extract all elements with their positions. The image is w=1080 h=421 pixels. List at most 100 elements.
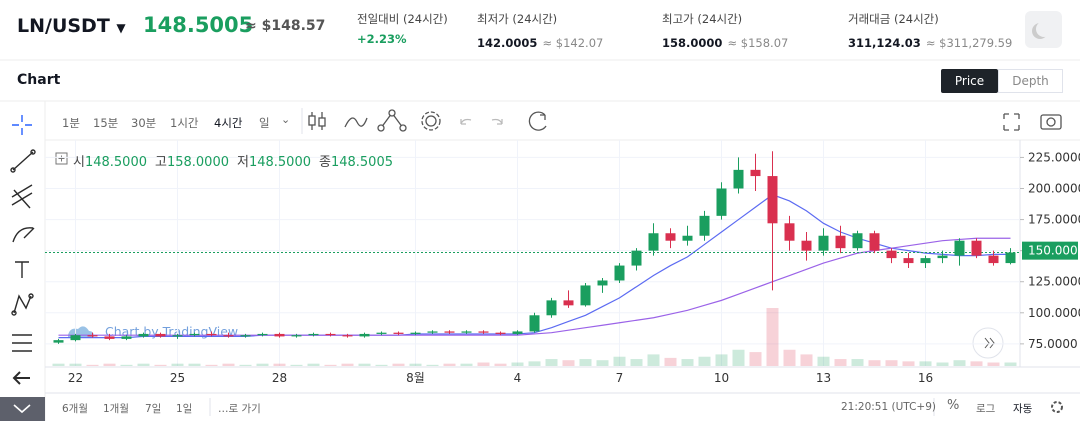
volume-bar — [528, 361, 541, 366]
candle-body — [835, 235, 846, 249]
interval[interactable]: 30분 — [131, 116, 157, 130]
volume-bar — [783, 349, 796, 366]
candle-body — [597, 280, 608, 286]
ohlc-value: 148.5000 — [248, 155, 311, 170]
volume-bar — [375, 364, 388, 366]
goto-date[interactable]: …로 가기 — [218, 403, 261, 415]
interval[interactable]: 1분 — [62, 116, 80, 130]
stat: 거래대금 (24시간) 311,124.03 ≈ $311,279.59 — [848, 11, 1012, 51]
y-tick-label: 225.0000 — [1028, 150, 1080, 164]
candle-body — [546, 300, 557, 316]
symbol[interactable]: LN/USDT ▼ — [17, 15, 126, 37]
volume-bar — [817, 356, 830, 366]
auto-toggle[interactable]: 자동 — [1013, 403, 1033, 415]
volume-bar — [341, 363, 354, 366]
plot — [45, 140, 1020, 367]
scroll-button[interactable] — [972, 327, 1004, 359]
x-tick-label: 10 — [714, 371, 729, 385]
toolbar-icons[interactable] — [308, 109, 1062, 132]
stat-approx: ≈ $158.07 — [727, 36, 789, 50]
volume-bar — [358, 363, 371, 366]
candle-body — [648, 233, 659, 251]
moving-average — [58, 194, 1011, 339]
x-tick-label: 13 — [816, 371, 831, 385]
tab[interactable]: Depth — [998, 69, 1063, 93]
volume-bar — [154, 364, 167, 366]
drawing-tools[interactable] — [10, 115, 36, 385]
volume-bar — [630, 359, 643, 366]
candle-body — [767, 176, 778, 224]
candle-body — [444, 331, 455, 333]
volume-bar — [953, 360, 966, 366]
volume-bar — [188, 363, 201, 366]
candle-body — [886, 250, 897, 259]
candle-body — [937, 255, 948, 259]
candle-body — [240, 335, 251, 337]
range[interactable]: 1일 — [176, 403, 193, 415]
candle-body — [274, 333, 285, 337]
range[interactable]: 7일 — [145, 403, 162, 415]
interval-menu[interactable]: ⌄ — [281, 113, 291, 126]
percent-toggle[interactable]: % — [947, 398, 960, 413]
volume-bar — [749, 352, 762, 366]
volume-bar — [698, 356, 711, 366]
volume-bar — [868, 360, 881, 366]
volume-bar — [171, 363, 184, 366]
collapse-button[interactable] — [0, 397, 45, 421]
range[interactable]: 6개월 — [62, 403, 89, 415]
dropdown-caret: ▼ — [116, 21, 126, 35]
volume-bar — [851, 359, 864, 366]
stat: 최저가 (24시간) 142.0005 ≈ $142.07 — [477, 11, 603, 51]
ohlc-legend: 시148.5000 고158.0000 저148.5000 종148.5005 — [73, 151, 393, 170]
volume-bar — [987, 362, 1000, 366]
stat-label: 전일대비 (24시간) — [357, 12, 448, 26]
y-tick-label: 150.0000 — [1028, 244, 1080, 258]
ohlc-value: 158.0000 — [166, 155, 229, 170]
volume-bar — [579, 359, 592, 366]
settings-icon[interactable] — [1051, 401, 1063, 413]
volume-bar — [205, 364, 218, 366]
candle-body — [954, 240, 965, 256]
candle-body — [155, 333, 166, 337]
ohlc-label: 종 — [319, 155, 331, 170]
volume-bar — [273, 363, 286, 366]
volume-bar — [477, 362, 490, 366]
candle-body — [138, 333, 149, 337]
volume-bar — [324, 364, 337, 366]
candle-body — [223, 335, 234, 337]
interval-active[interactable]: 4시간 — [214, 116, 243, 130]
volume-bar — [613, 356, 626, 366]
interval[interactable]: 일 — [259, 116, 270, 130]
volume-bar — [52, 363, 65, 366]
interval[interactable]: 15분 — [93, 116, 119, 130]
stat-value: +2.23% — [357, 32, 407, 46]
candle-body — [342, 335, 353, 337]
moon-icon — [1036, 21, 1052, 37]
range[interactable]: 1개월 — [103, 403, 130, 415]
volume-bar — [715, 354, 728, 366]
tab-active[interactable]: Price — [941, 69, 998, 93]
candle-body — [716, 188, 727, 216]
volume-bar — [766, 308, 779, 366]
candle-body — [580, 285, 591, 306]
log-toggle[interactable]: 로그 — [976, 403, 996, 415]
scroll-icon — [984, 337, 995, 349]
volume-bar — [222, 363, 235, 366]
ohlc-value: 148.5005 — [330, 155, 393, 170]
candle-body — [87, 335, 98, 337]
candle-body — [903, 258, 914, 264]
volume-bar — [732, 349, 745, 366]
candle-body — [359, 333, 370, 337]
volume-bar — [460, 363, 473, 366]
candle-body — [529, 315, 540, 332]
candle-body — [376, 332, 387, 334]
legend-toggle[interactable] — [55, 152, 68, 165]
last-price: 148.5005 — [143, 13, 254, 37]
interval[interactable]: 1시간 — [170, 116, 199, 130]
candle-body — [801, 240, 812, 251]
theme-toggle[interactable] — [1025, 11, 1062, 48]
volume-bar — [443, 363, 456, 366]
volume-bar — [919, 361, 932, 366]
